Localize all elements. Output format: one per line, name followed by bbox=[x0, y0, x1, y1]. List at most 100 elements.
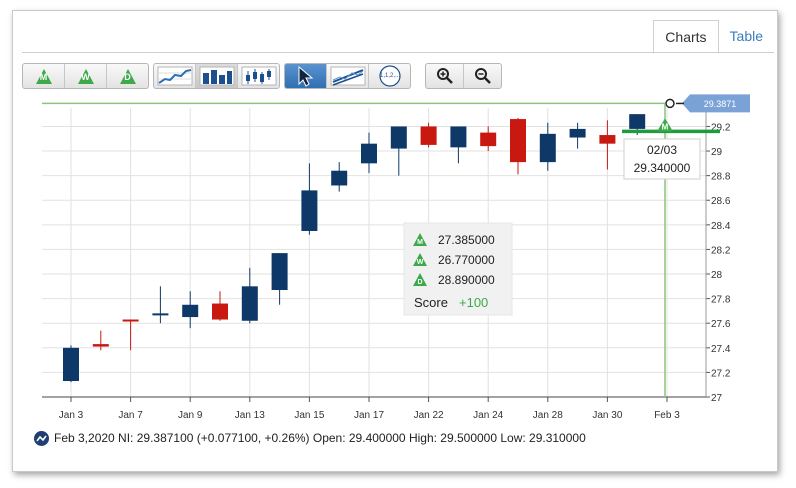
candle-body bbox=[450, 126, 467, 148]
candle-body bbox=[331, 170, 348, 186]
candle-body bbox=[182, 304, 199, 318]
indicator-letter: M bbox=[417, 239, 423, 246]
candles bbox=[63, 114, 646, 383]
candle bbox=[569, 122, 586, 149]
daily-triangle-icon: D bbox=[119, 68, 136, 84]
candle-body bbox=[122, 319, 139, 322]
y-tick-label: 28 bbox=[711, 270, 723, 281]
y-tick-label: 28.6 bbox=[711, 196, 731, 207]
y-tick-label: 28.2 bbox=[711, 245, 731, 256]
candle-body bbox=[420, 126, 437, 145]
candle bbox=[599, 120, 616, 170]
x-tick-label: Jan 7 bbox=[118, 410, 143, 421]
candle bbox=[390, 126, 407, 176]
candlestick-chart-icon bbox=[241, 66, 276, 86]
indicator-letter: W bbox=[417, 259, 424, 266]
candle bbox=[92, 330, 109, 351]
candle bbox=[63, 345, 79, 383]
view-tabs: Charts Table bbox=[653, 20, 774, 54]
candle bbox=[152, 286, 169, 324]
daily-button[interactable]: D bbox=[107, 64, 148, 88]
x-tick-label: Jan 22 bbox=[414, 410, 444, 421]
y-tick-label: 27.6 bbox=[711, 319, 731, 330]
candle-body bbox=[510, 119, 526, 163]
candle-body bbox=[480, 132, 497, 147]
zoom-out-button[interactable] bbox=[464, 64, 501, 88]
candle-body bbox=[152, 313, 169, 316]
x-tick-label: Jan 24 bbox=[473, 410, 503, 421]
candle-body bbox=[92, 344, 109, 347]
y-tick-label: 28.4 bbox=[711, 221, 731, 232]
candle-body bbox=[599, 135, 616, 144]
crosshair-tooltip: 02/03 29.340000 bbox=[623, 138, 701, 180]
candle-body bbox=[63, 347, 79, 382]
chart-type-button-group bbox=[153, 63, 280, 89]
monthly-button[interactable]: M bbox=[23, 64, 65, 88]
candle-body bbox=[212, 303, 228, 320]
x-tick-label: Jan 28 bbox=[533, 410, 563, 421]
y-tick-label: 27.8 bbox=[711, 295, 731, 306]
y-tick-label: 27.2 bbox=[711, 368, 731, 379]
x-tick-label: Jan 13 bbox=[235, 410, 265, 421]
trendline-button[interactable] bbox=[327, 64, 369, 88]
crosshair-handle bbox=[665, 98, 675, 109]
summary-bar: Feb 3,2020 NI: 29.387100 (+0.077100, +0.… bbox=[34, 430, 586, 446]
zoom-button-group bbox=[425, 63, 502, 89]
line-chart-icon bbox=[157, 66, 192, 86]
bar-chart-icon bbox=[199, 66, 234, 86]
tab-divider bbox=[22, 52, 774, 53]
indicator-value: 26.770000 bbox=[438, 253, 495, 267]
candle bbox=[212, 291, 228, 321]
monthly-triangle-icon: M bbox=[35, 68, 52, 84]
pointer-button[interactable] bbox=[285, 64, 327, 88]
line-chart-button[interactable] bbox=[154, 64, 196, 88]
candle bbox=[420, 122, 437, 148]
candle-body bbox=[539, 133, 556, 163]
y-tick-label: 27 bbox=[711, 393, 723, 404]
zoom-out-icon bbox=[474, 68, 491, 84]
fibonacci-label: 1,1,2,... bbox=[379, 73, 399, 79]
x-tick-label: Jan 30 bbox=[592, 410, 622, 421]
y-tick-label: 27.4 bbox=[711, 344, 731, 355]
indicator-letter: D bbox=[417, 279, 422, 286]
y-tick-label: 29.2 bbox=[711, 122, 731, 133]
tab-charts[interactable]: Charts bbox=[653, 20, 719, 54]
bar-chart-button[interactable] bbox=[196, 64, 238, 88]
y-tick-label: 29 bbox=[711, 147, 723, 158]
candle-body bbox=[361, 143, 377, 164]
summary-text: Feb 3,2020 NI: 29.387100 (+0.077100, +0.… bbox=[54, 431, 586, 445]
x-tick-label: Jan 3 bbox=[59, 410, 84, 421]
candle bbox=[539, 122, 556, 171]
candle-body bbox=[390, 126, 407, 149]
signal-marker-letter: M bbox=[662, 122, 669, 131]
tab-table[interactable]: Table bbox=[729, 28, 763, 44]
candle-body bbox=[569, 128, 586, 138]
chart-overlay: 29.3871 M 02/03 29.340000 M 27.385000 W 26.7700… bbox=[42, 94, 750, 397]
zoom-in-button[interactable] bbox=[426, 64, 464, 88]
x-tick-label: Jan 17 bbox=[354, 410, 384, 421]
indicator-box: M 27.385000 W 26.770000 D 28.890000 Score +100 bbox=[403, 222, 513, 316]
current-price-label: 29.3871 bbox=[704, 99, 737, 109]
weekly-button[interactable]: W bbox=[65, 64, 107, 88]
candle bbox=[271, 253, 288, 305]
tooltip-date: 02/03 bbox=[647, 143, 677, 157]
fibonacci-button[interactable]: 1,1,2,... bbox=[369, 64, 410, 88]
candle bbox=[480, 126, 497, 152]
fibonacci-icon: 1,1,2,... bbox=[378, 65, 401, 87]
candle bbox=[361, 132, 377, 174]
candlestick-chart-button[interactable] bbox=[238, 64, 279, 88]
candle bbox=[331, 162, 348, 192]
y-tick-label: 28.8 bbox=[711, 172, 731, 183]
pointer-icon bbox=[298, 65, 313, 87]
current-price-tag bbox=[682, 94, 750, 113]
score-label: Score bbox=[414, 295, 448, 310]
zoom-in-icon bbox=[436, 68, 453, 84]
candle bbox=[182, 291, 199, 329]
indicator-triangle-icon bbox=[413, 233, 427, 246]
chart-axes: 27 27.2 27.4 27.6 27.8 28 28.2 28.4 28.6 28.8 29 29… bbox=[42, 108, 731, 421]
candle-body bbox=[301, 190, 318, 231]
indicator-triangle-icon bbox=[413, 253, 427, 266]
candle-body bbox=[629, 114, 646, 129]
indicator-value: 27.385000 bbox=[438, 233, 495, 247]
